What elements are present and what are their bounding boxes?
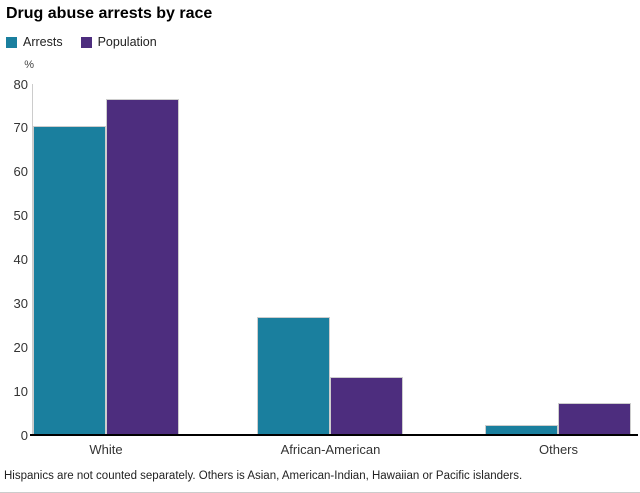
x-category-label-others: Others xyxy=(538,442,578,457)
bar-arrests-others xyxy=(485,425,558,435)
y-tick-label-0: 0 xyxy=(20,427,28,443)
y-axis-unit-label: % xyxy=(24,59,34,71)
chart-title: Drug abuse arrests by race xyxy=(6,5,213,22)
y-tick-label-80: 80 xyxy=(13,76,28,92)
y-tick-label-50: 50 xyxy=(13,208,28,224)
y-tick-label-10: 10 xyxy=(13,383,28,399)
y-axis-line xyxy=(32,84,33,435)
y-tick-label-20: 20 xyxy=(13,339,28,355)
legend: Arrests Population xyxy=(6,35,175,49)
bar-population-others xyxy=(558,403,631,435)
plot-area xyxy=(32,84,632,435)
legend-swatch-population xyxy=(80,36,92,48)
footnote: Hispanics are not counted separately. Ot… xyxy=(4,470,523,482)
legend-swatch-arrests xyxy=(6,36,17,48)
bar-arrests-white xyxy=(33,126,106,435)
legend-item-population: Population xyxy=(80,35,157,49)
y-tick-label-70: 70 xyxy=(13,120,28,136)
y-tick-label-30: 30 xyxy=(13,295,28,311)
x-category-label-african-american: African-American xyxy=(280,442,381,457)
legend-label: Population xyxy=(97,35,157,49)
y-tick-label-40: 40 xyxy=(13,252,28,267)
legend-item-arrests: Arrests xyxy=(6,35,63,49)
bar-arrests-african-american xyxy=(257,317,330,435)
y-tick-label-60: 60 xyxy=(13,164,28,180)
legend-label: Arrests xyxy=(23,35,63,49)
x-category-label-white: White xyxy=(89,442,123,457)
bar-population-white xyxy=(106,99,179,435)
x-axis-baseline xyxy=(30,434,638,436)
bar-population-african-american xyxy=(330,377,403,435)
